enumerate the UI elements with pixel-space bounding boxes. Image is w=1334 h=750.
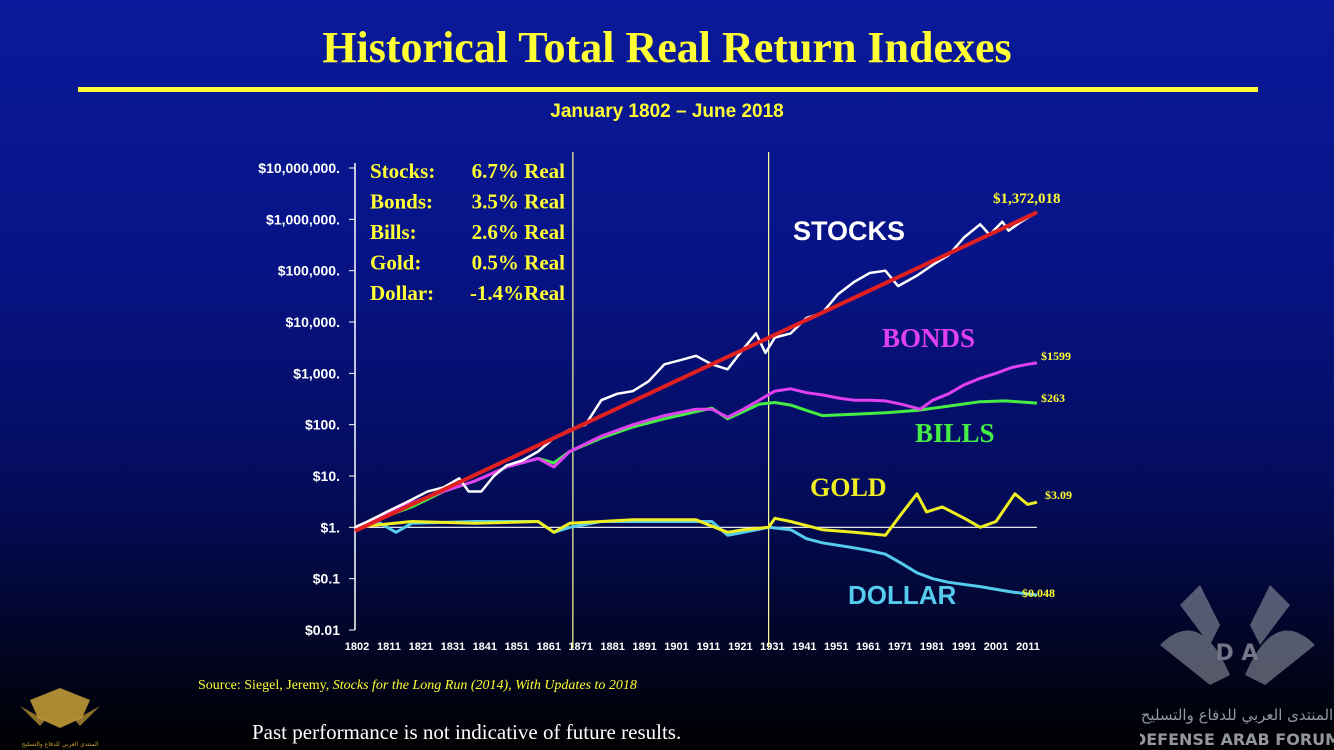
summary-label: Gold: [370, 251, 421, 275]
y-tick-label: $100. [305, 417, 340, 433]
summary-label: Stocks: [370, 159, 435, 183]
source-title: Stocks for the Long Run (2014), With Upd… [332, 678, 637, 693]
x-tick-label: 1921 [728, 641, 752, 653]
series-label-bonds: BONDS [882, 323, 975, 353]
summary-value: -1.4%Real [470, 281, 565, 305]
end-value-stocks: $1,372,018 [993, 191, 1061, 207]
x-tick-label: 1802 [345, 641, 369, 653]
x-tick-label: 1931 [760, 641, 784, 653]
end-value-dollar: $0.048 [1022, 586, 1055, 600]
x-tick-label: 1881 [600, 641, 624, 653]
x-tick-label: 1961 [856, 641, 880, 653]
svg-text:D A: D A [1216, 641, 1259, 666]
x-tick-label: 2011 [1016, 641, 1040, 653]
x-tick-label: 1981 [920, 641, 944, 653]
end-value-bonds: $1599 [1041, 349, 1071, 363]
series-line-bonds [354, 361, 1038, 529]
end-value-bills: $263 [1041, 391, 1065, 405]
x-tick-label: 1871 [568, 641, 592, 653]
x-tick-label: 1891 [632, 641, 656, 653]
y-tick-label: $1,000. [293, 365, 340, 381]
y-tick-label: $10,000. [286, 314, 341, 330]
series-label-stocks: STOCKS [793, 216, 905, 246]
x-tick-label: 1991 [952, 641, 976, 653]
end-value-gold: $3.09 [1045, 488, 1072, 502]
series-label-bills: BILLS [915, 418, 995, 448]
x-tick-label: 1831 [441, 641, 465, 653]
source-note: Source: Siegel, Jeremy, Stocks for the L… [198, 678, 637, 694]
y-tick-label: $0.01 [305, 622, 340, 638]
watermark-arabic: المنتدى العربي للدفاع والتسليح [1141, 706, 1333, 725]
x-tick-label: 1841 [473, 641, 497, 653]
summary-value: 0.5% Real [472, 251, 565, 275]
summary-value: 3.5% Real [472, 190, 565, 214]
x-tick-label: 1911 [697, 641, 721, 653]
title-rule [78, 87, 1258, 92]
x-tick-label: 1901 [664, 641, 688, 653]
y-tick-label: $100,000. [278, 263, 340, 279]
x-tick-label: 1861 [536, 641, 560, 653]
series-line-trend [354, 210, 1038, 533]
y-tick-label: $10. [313, 468, 340, 484]
chart-subtitle: January 1802 – June 2018 [550, 101, 784, 122]
shield-logo-icon: المنتدى العربي للدفاع والتسليح [20, 688, 100, 748]
series-label-gold: GOLD [810, 473, 887, 502]
x-tick-label: 1951 [824, 641, 848, 653]
series-label-dollar: DOLLAR [848, 580, 957, 610]
series-line-gold [354, 492, 1038, 537]
defense-arab-forum-logo-icon: D A المنتدى العربي للدفاع والتسليح DEFEN… [1140, 585, 1334, 749]
chart-title: Historical Total Real Return Indexes [322, 23, 1012, 72]
y-tick-label: $10,000,000. [258, 160, 340, 176]
y-tick-label: $0.1 [313, 571, 340, 587]
x-tick-label: 1811 [377, 641, 401, 653]
summary-label: Dollar: [370, 281, 434, 305]
source-prefix: Source: Siegel, Jeremy, [198, 678, 333, 693]
disclaimer: Past performance is not indicative of fu… [252, 720, 682, 744]
watermark-english: DEFENSE ARAB FORUM [1140, 730, 1334, 749]
summary-label: Bills: [370, 220, 417, 244]
left-logo-text: المنتدى العربي للدفاع والتسليح [22, 741, 99, 748]
x-tick-label: 1851 [505, 641, 529, 653]
y-tick-label: $1. [321, 519, 340, 535]
summary-value: 2.6% Real [472, 220, 565, 244]
y-tick-label: $1,000,000. [266, 211, 340, 227]
x-tick-label: 2001 [984, 641, 1008, 653]
x-tick-label: 1821 [409, 641, 433, 653]
x-tick-label: 1971 [888, 641, 912, 653]
x-tick-label: 1941 [792, 641, 816, 653]
summary-value: 6.7% Real [472, 159, 565, 183]
summary-label: Bonds: [370, 190, 433, 214]
